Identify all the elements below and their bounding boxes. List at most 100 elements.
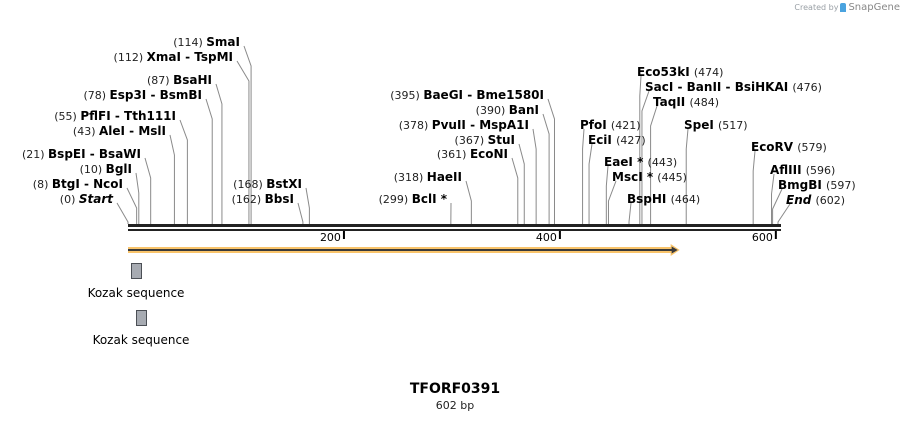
svg-text:(0) Start: (0) Start [60,192,114,206]
feature-kozak-1[interactable]: Kozak sequence [88,263,185,301]
feature-box[interactable] [136,310,147,326]
site-bmgbi[interactable]: BmgBI (597) [778,178,856,192]
site-saci[interactable]: SacI - BanII - BsiHKAI (476) [645,80,822,94]
svg-text:EciI (427): EciI (427) [588,133,646,147]
svg-text:BmgBI (597): BmgBI (597) [778,178,856,192]
site-bsphi[interactable]: BspHI (464) [627,192,700,206]
site-line-btgi [126,187,138,224]
features[interactable]: Kozak sequence Kozak sequence [88,263,190,348]
svg-text:(162) BbsI: (162) BbsI [232,192,294,206]
site-line-pflfi [179,119,188,224]
site-line-spei [685,128,689,224]
site-bstxi[interactable]: (168) BstXI [233,177,302,191]
sequence-title: TFORF0391 [409,381,501,397]
site-btgi[interactable]: (8) BtgI - NcoI [33,177,123,191]
site-baegi[interactable]: (395) BaeGI - Bme1580I [390,88,544,102]
svg-text:Eco53kI (474): Eco53kI (474) [637,65,723,79]
arrow-head-icon [671,246,678,254]
site-bsahi[interactable]: (87) BsaHI [147,73,212,87]
svg-text:(168) BstXI: (168) BstXI [233,177,302,191]
site-line-bmgbi [772,188,783,224]
site-pvuii[interactable]: (378) PvuII - MspA1I [399,118,529,132]
site-start[interactable]: (0) Start [60,192,114,206]
site-line-ecorv [752,150,756,224]
site-msci[interactable]: MscI * (445) [612,170,687,184]
orf-arrow[interactable] [128,244,680,256]
svg-text:(114) SmaI: (114) SmaI [173,35,240,49]
svg-text:EcoRV (579): EcoRV (579) [751,140,827,154]
svg-text:SacI - BanII - BsiHKAI (476: SacI - BanII - BsiHKAI (476) [645,80,822,94]
site-line-eaei [605,165,609,224]
site-line-saci [641,90,650,224]
feature-label: Kozak sequence [93,333,190,347]
site-line-baegi [547,98,555,224]
site-bbsi[interactable]: (162) BbsI [232,192,294,206]
site-ecorv[interactable]: EcoRV (579) [751,140,827,154]
svg-text:EaeI * (443): EaeI * (443) [604,155,677,169]
site-line-ecii [588,143,593,224]
site-smai[interactable]: (114) SmaI [173,35,240,49]
svg-text:(112) XmaI - TspMI: (112) XmaI - TspMI [114,50,233,64]
sequence-length: 602 bp [435,399,475,412]
site-eco53ki[interactable]: Eco53kI (474) [637,65,723,79]
site-bgli[interactable]: (10) BglI [80,162,132,176]
site-eaei[interactable]: EaeI * (443) [604,155,677,169]
tick-mark [558,231,561,239]
tick-label: 600 [752,231,773,244]
site-lines [116,45,791,224]
site-line-esp3i [205,98,213,224]
svg-text:BspHI (464): BspHI (464) [627,192,700,206]
svg-text:(43) AleI - MslI: (43) AleI - MslI [73,124,166,138]
site-line-bstxi [305,187,310,224]
site-end[interactable]: End (602) [786,193,845,207]
site-alei[interactable]: (43) AleI - MslI [73,124,166,138]
tick-label: 400 [536,231,557,244]
site-bcli[interactable]: (299) BclI * [379,192,448,206]
backbone-top-strand [128,224,781,227]
watermark-brand: SnapGene [848,2,900,13]
tick-mark [342,231,345,239]
site-stui[interactable]: (367) StuI [455,133,515,147]
site-line-afliii [771,173,775,224]
svg-text:SpeI (517): SpeI (517) [684,118,748,132]
site-haeii[interactable]: (318) HaeII [394,170,462,184]
site-line-bsphi [628,202,632,224]
svg-text:(318) HaeII: (318) HaeII [394,170,462,184]
backbone-bottom-strand [128,229,781,231]
site-spei[interactable]: SpeI (517) [684,118,748,132]
svg-text:(55) PflFI - Tth111I: (55) PflFI - Tth111I [54,109,176,123]
feature-label: Kozak sequence [88,286,185,300]
site-line-end [777,203,791,224]
feature-box[interactable] [131,263,142,279]
snapgene-logo-icon [840,3,847,12]
site-line-haeii [465,180,472,224]
svg-text:(378) PvuII - MspA1I: (378) PvuII - MspA1I [399,118,529,132]
site-econi[interactable]: (361) EcoNI [437,147,508,161]
site-labels[interactable]: (0) Start(8) BtgI - NcoI(10) BglI(21) Bs… [22,35,856,207]
site-bani[interactable]: (390) BanI [476,103,539,117]
site-pfoi[interactable]: PfoI (421) [580,118,641,132]
svg-text:(361) EcoNI: (361) EcoNI [437,147,508,161]
svg-text:MscI * (445): MscI * (445) [612,170,687,184]
site-xmai[interactable]: (112) XmaI - TspMI [114,50,233,64]
site-taqii[interactable]: TaqII (484) [653,95,719,109]
svg-text:End (602): End (602) [786,193,845,207]
site-line-bgli [135,172,140,224]
site-esp3i[interactable]: (78) Esp3I - BsmBI [83,88,202,102]
site-line-eco53ki [639,75,642,224]
site-line-bspei [144,157,152,224]
svg-text:(21) BspEI - BsaWI: (21) BspEI - BsaWI [22,147,141,161]
site-pflfi[interactable]: (55) PflFI - Tth111I [54,109,176,123]
site-afliii[interactable]: AflIII (596) [770,163,835,177]
svg-text:PfoI (421): PfoI (421) [580,118,641,132]
site-ecii[interactable]: EciI (427) [588,133,646,147]
site-line-smai [243,45,252,224]
svg-text:(87) BsaHI: (87) BsaHI [147,73,212,87]
site-line-pvuii [532,128,537,224]
site-bspei[interactable]: (21) BspEI - BsaWI [22,147,141,161]
svg-text:(367) StuI: (367) StuI [455,133,515,147]
svg-text:(299) BclI *: (299) BclI * [379,192,448,206]
feature-kozak-2[interactable]: Kozak sequence [93,310,190,348]
watermark-prefix: Created by [794,3,839,12]
